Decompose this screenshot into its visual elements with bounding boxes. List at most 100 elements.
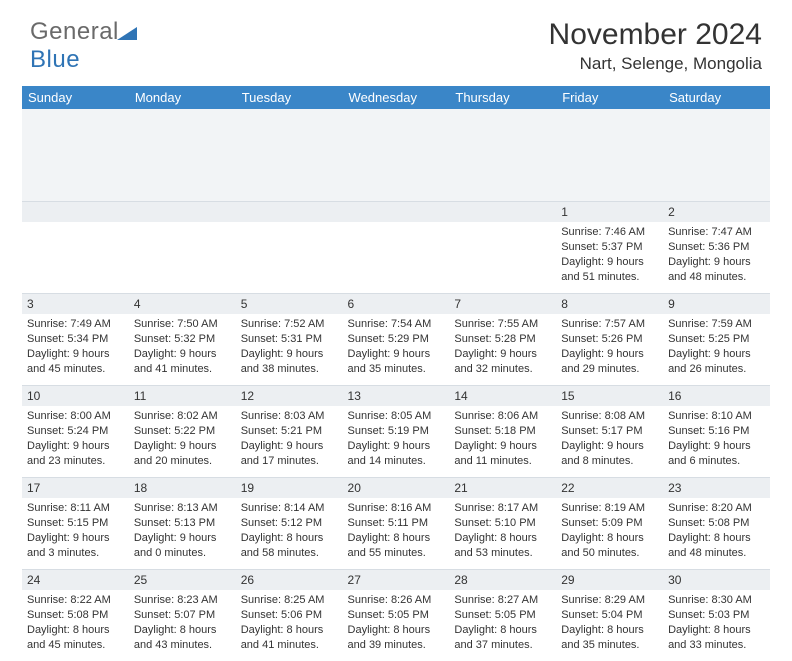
day-number: 29 [556,569,663,590]
calendar-cell: 9Sunrise: 7:59 AMSunset: 5:25 PMDaylight… [663,293,770,385]
day-number-empty [449,201,556,222]
sunset-line: Sunset: 5:05 PM [348,608,445,623]
daylight-line: Daylight: 8 hours and 45 minutes. [27,623,124,653]
sunrise-line: Sunrise: 7:55 AM [454,317,551,332]
daylight-line: Daylight: 8 hours and 58 minutes. [241,531,338,561]
day-body: Sunrise: 8:13 AMSunset: 5:13 PMDaylight:… [129,498,236,564]
day-header: Wednesday [343,86,450,109]
day-number: 1 [556,201,663,222]
sunrise-line: Sunrise: 8:08 AM [561,409,658,424]
sunrise-line: Sunrise: 8:17 AM [454,501,551,516]
day-body: Sunrise: 8:17 AMSunset: 5:10 PMDaylight:… [449,498,556,564]
daylight-line: Daylight: 8 hours and 55 minutes. [348,531,445,561]
day-body: Sunrise: 8:19 AMSunset: 5:09 PMDaylight:… [556,498,663,564]
daylight-line: Daylight: 9 hours and 29 minutes. [561,347,658,377]
day-body: Sunrise: 8:00 AMSunset: 5:24 PMDaylight:… [22,406,129,472]
day-number: 19 [236,477,343,498]
sunset-line: Sunset: 5:34 PM [27,332,124,347]
calendar-cell: 7Sunrise: 7:55 AMSunset: 5:28 PMDaylight… [449,293,556,385]
daylight-line: Daylight: 8 hours and 35 minutes. [561,623,658,653]
day-body: Sunrise: 7:49 AMSunset: 5:34 PMDaylight:… [22,314,129,380]
sunset-line: Sunset: 5:28 PM [454,332,551,347]
day-header: Sunday [22,86,129,109]
sunrise-line: Sunrise: 8:14 AM [241,501,338,516]
day-number: 28 [449,569,556,590]
daylight-line: Daylight: 9 hours and 17 minutes. [241,439,338,469]
day-body: Sunrise: 8:22 AMSunset: 5:08 PMDaylight:… [22,590,129,656]
sunrise-line: Sunrise: 8:05 AM [348,409,445,424]
calendar-cell: 18Sunrise: 8:13 AMSunset: 5:13 PMDayligh… [129,477,236,569]
day-body: Sunrise: 8:30 AMSunset: 5:03 PMDaylight:… [663,590,770,656]
calendar-cell [449,201,556,293]
calendar-cell: 17Sunrise: 8:11 AMSunset: 5:15 PMDayligh… [22,477,129,569]
sunrise-line: Sunrise: 7:50 AM [134,317,231,332]
calendar-cell: 16Sunrise: 8:10 AMSunset: 5:16 PMDayligh… [663,385,770,477]
day-body: Sunrise: 7:54 AMSunset: 5:29 PMDaylight:… [343,314,450,380]
calendar-week-row: 1 Sunrise: 7:46 AMSunset: 5:37 PM Daylight… [22,201,770,293]
sunrise-line: Sunrise: 8:10 AM [668,409,765,424]
sunset-line: Sunset: 5:08 PM [668,516,765,531]
day-number: 16 [663,385,770,406]
sunrise-line: Sunrise: 8:19 AM [561,501,658,516]
calendar-week-row: 24Sunrise: 8:22 AMSunset: 5:08 PMDayligh… [22,569,770,661]
sunset-line: Sunset: 5:37 PM [561,240,658,255]
sunset-line: Sunset: 5:06 PM [241,608,338,623]
sunset-line: Sunset: 5:21 PM [241,424,338,439]
sunrise-line: Sunrise: 8:00 AM [27,409,124,424]
day-body: Sunrise: 8:14 AMSunset: 5:12 PMDaylight:… [236,498,343,564]
logo-word-1: General [30,18,119,45]
sunrise-line: Sunrise: 8:02 AM [134,409,231,424]
day-body: Sunrise: 8:26 AMSunset: 5:05 PMDaylight:… [343,590,450,656]
calendar-cell: 11Sunrise: 8:02 AMSunset: 5:22 PMDayligh… [129,385,236,477]
daylight-line: Daylight: 9 hours and 48 minutes. [668,255,765,285]
calendar-cell: 20Sunrise: 8:16 AMSunset: 5:11 PMDayligh… [343,477,450,569]
day-number: 15 [556,385,663,406]
calendar-cell: 8Sunrise: 7:57 AMSunset: 5:26 PMDaylight… [556,293,663,385]
day-number: 2 [663,201,770,222]
day-body: Sunrise: 8:08 AMSunset: 5:17 PMDaylight:… [556,406,663,472]
day-body: Sunrise: 8:05 AMSunset: 5:19 PMDaylight:… [343,406,450,472]
day-body: Sunrise: 8:29 AMSunset: 5:04 PMDaylight:… [556,590,663,656]
sunset-line: Sunset: 5:19 PM [348,424,445,439]
sunset-line: Sunset: 5:03 PM [668,608,765,623]
day-number: 9 [663,293,770,314]
calendar-head: SundayMondayTuesdayWednesdayThursdayFrid… [22,86,770,109]
daylight-line: Daylight: 9 hours and 23 minutes. [27,439,124,469]
calendar-cell [22,201,129,293]
daylight-line: Daylight: 9 hours and 3 minutes. [27,531,124,561]
calendar-week-row: 17Sunrise: 8:11 AMSunset: 5:15 PMDayligh… [22,477,770,569]
sunset-line: Sunset: 5:04 PM [561,608,658,623]
daylight-line: Daylight: 8 hours and 48 minutes. [668,531,765,561]
calendar-cell: 26Sunrise: 8:25 AMSunset: 5:06 PMDayligh… [236,569,343,661]
sunset-line: Sunset: 5:12 PM [241,516,338,531]
calendar-cell: 23Sunrise: 8:20 AMSunset: 5:08 PMDayligh… [663,477,770,569]
sunrise-line: Sunrise: 8:06 AM [454,409,551,424]
sunrise-line: Sunrise: 8:29 AM [561,593,658,608]
day-body: Sunrise: 8:16 AMSunset: 5:11 PMDaylight:… [343,498,450,564]
calendar-cell: 14Sunrise: 8:06 AMSunset: 5:18 PMDayligh… [449,385,556,477]
day-number: 3 [22,293,129,314]
day-number-empty [22,201,129,222]
sunset-line: Sunset: 5:22 PM [134,424,231,439]
sunrise-line: Sunrise: 7:59 AM [668,317,765,332]
sunset-line: Sunset: 5:10 PM [454,516,551,531]
day-header: Friday [556,86,663,109]
sunset-line: Sunset: 5:26 PM [561,332,658,347]
day-number: 17 [22,477,129,498]
day-number-empty [236,201,343,222]
sunrise-line: Sunrise: 7:49 AM [27,317,124,332]
daylight-line: Daylight: 8 hours and 43 minutes. [134,623,231,653]
day-number: 8 [556,293,663,314]
sunrise-line: Sunrise: 7:46 AM [561,225,658,240]
logo-word-2: Blue [30,46,80,73]
day-number-empty [343,201,450,222]
day-number: 20 [343,477,450,498]
day-body: Sunrise: 8:03 AMSunset: 5:21 PMDaylight:… [236,406,343,472]
sunset-line: Sunset: 5:07 PM [134,608,231,623]
daylight-line: Daylight: 8 hours and 39 minutes. [348,623,445,653]
day-number-empty [129,201,236,222]
calendar-cell: 1Sunrise: 7:46 AMSunset: 5:37 PMDaylight… [556,201,663,293]
calendar-cell: 3Sunrise: 7:49 AMSunset: 5:34 PMDaylight… [22,293,129,385]
calendar-cell: 22Sunrise: 8:19 AMSunset: 5:09 PMDayligh… [556,477,663,569]
day-number: 26 [236,569,343,590]
